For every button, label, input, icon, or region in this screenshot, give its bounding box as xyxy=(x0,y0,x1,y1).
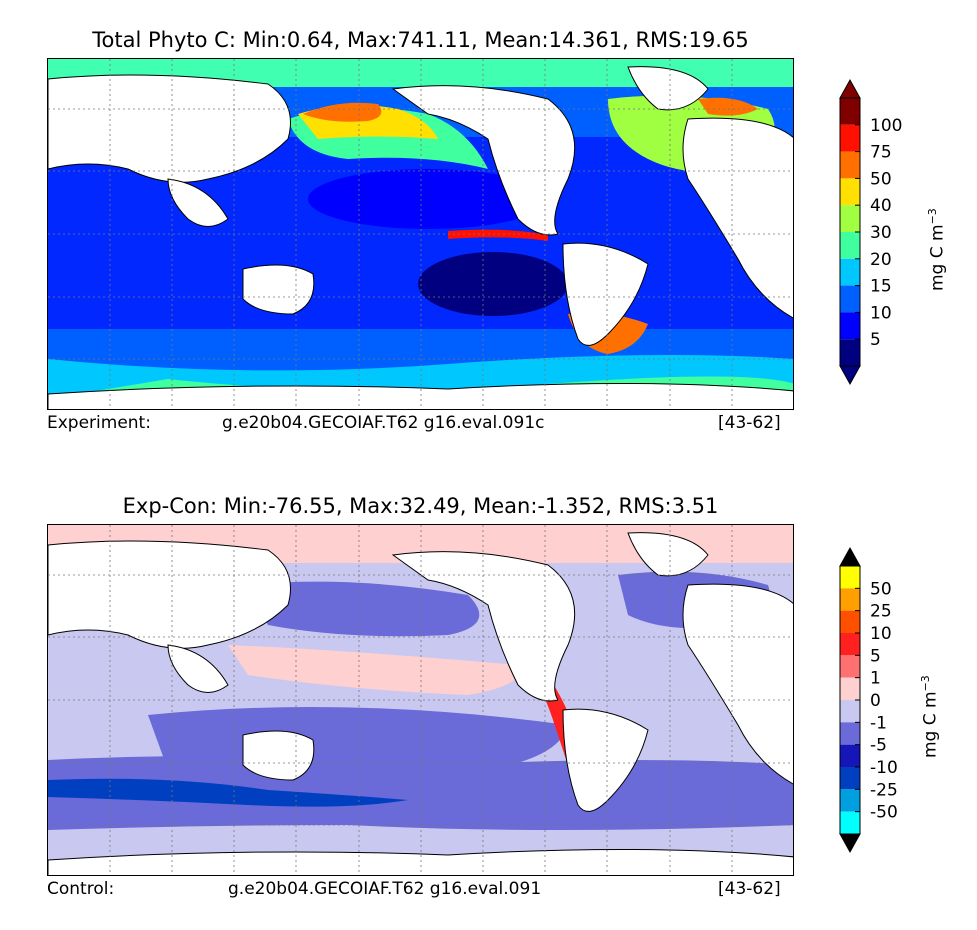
colorbar1-tick-label: 75 xyxy=(870,143,892,163)
colorbar2-tick-label: 25 xyxy=(870,602,892,622)
panel2-map xyxy=(47,524,794,876)
colorbar2-tick-label: -1 xyxy=(870,713,887,733)
colorbar2-tick-label: 0 xyxy=(870,691,881,711)
p1-natl-orange xyxy=(698,97,758,116)
colorbar1-tick-label: 40 xyxy=(870,196,892,216)
colorbar2-tick-label: 1 xyxy=(870,669,881,689)
panel2-map-svg xyxy=(48,525,793,875)
colorbar2-segment xyxy=(840,767,860,790)
p2-land-asia xyxy=(48,540,291,649)
colorbar2-tick-label: 10 xyxy=(870,624,892,644)
p2-land-australia xyxy=(242,730,315,781)
panel2-title: Exp-Con: Min:-76.55, Max:32.49, Mean:-1.… xyxy=(122,494,719,518)
panel1-colorbar-label: mg C m−3 xyxy=(926,208,948,291)
colorbar1-tick-label: 15 xyxy=(870,277,892,297)
p2-land-antarctica xyxy=(48,848,793,875)
colorbar2-tick-label: -25 xyxy=(870,780,898,800)
panel1-footer-center: g.e20b04.GECOIAF.T62 g16.eval.091c xyxy=(222,413,545,433)
colorbar1-tick-label: 20 xyxy=(870,250,892,270)
p2-eq-pink xyxy=(228,645,520,695)
p2-so-dark xyxy=(48,778,408,807)
colorbar2-segment xyxy=(840,700,860,723)
panel1-map xyxy=(47,58,794,410)
p2-land-north-america xyxy=(391,551,576,702)
p1-gyre xyxy=(418,252,568,316)
colorbar2-extend-min xyxy=(839,833,861,854)
colorbar2-extend-max xyxy=(839,546,861,567)
p1-graticule xyxy=(48,59,793,409)
colorbar2-segment xyxy=(840,633,860,656)
colorbar2-tick-label: -10 xyxy=(870,758,898,778)
p2-land-south-america xyxy=(562,708,649,812)
p2-npac-blue xyxy=(248,581,480,637)
colorbar1-segment xyxy=(840,205,860,232)
colorbar2-segment xyxy=(840,789,860,812)
p2-land-africa-europe xyxy=(682,583,793,785)
colorbar1-segment xyxy=(840,178,860,206)
p2-land-indochina xyxy=(167,644,229,693)
colorbar2-tick-label: 50 xyxy=(870,579,892,599)
colorbar1-tick-label: 30 xyxy=(870,223,892,243)
p1-npac-orange xyxy=(303,102,382,122)
colorbar2-tick-label: 5 xyxy=(870,646,881,666)
colorbar1-extend-max xyxy=(839,78,861,99)
p1-land-south-america xyxy=(562,242,649,346)
p2-land-greenland xyxy=(627,532,709,577)
p2-graticule xyxy=(48,525,793,875)
p1-eq-upwelling xyxy=(448,229,548,241)
p1-land-australia xyxy=(242,264,315,315)
colorbar2-segment xyxy=(840,566,860,589)
colorbar1-segment xyxy=(840,312,860,340)
colorbar1-segment xyxy=(840,285,860,313)
colorbar1-segment xyxy=(840,232,860,259)
panel2-footer-right: [43-62] xyxy=(718,879,781,899)
colorbar1-segment xyxy=(840,98,860,125)
colorbar2-segment xyxy=(840,722,860,745)
p1-gyre-n xyxy=(308,169,548,229)
p1-land-greenland xyxy=(627,66,709,111)
colorbar1-tick-label: 50 xyxy=(870,169,892,189)
colorbar2-tick-label: -50 xyxy=(870,803,898,823)
colorbar2-segment xyxy=(840,811,860,834)
panel1-colorbar: 5 10 15 20 30 40 50 75 100 xyxy=(839,78,902,386)
colorbar1-segment xyxy=(840,258,860,286)
colorbar2-tick-label: -5 xyxy=(870,736,887,756)
colorbar1-extend-min xyxy=(839,365,861,386)
panel1-footer-right: [43-62] xyxy=(718,413,781,433)
panel2-footer-center: g.e20b04.GECOIAF.T62 g16.eval.091 xyxy=(228,879,542,899)
colorbar1-segment xyxy=(840,339,860,366)
colorbar1-tick-label: 10 xyxy=(870,303,892,323)
colorbar2-segment xyxy=(840,588,860,611)
panel2-footer-left: Control: xyxy=(47,879,115,899)
colorbar1-segment xyxy=(840,124,860,152)
p1-land-indochina xyxy=(167,178,229,227)
colorbar2-segment xyxy=(840,655,860,678)
panel1-title: Total Phyto C: Min:0.64, Max:741.11, Mea… xyxy=(92,28,749,52)
p1-land-asia xyxy=(48,74,291,183)
panel2-colorbar-label: mg C m−3 xyxy=(919,675,941,758)
p1-land-africa-europe xyxy=(682,117,793,319)
colorbar1-tick-label: 100 xyxy=(870,116,902,136)
colorbar2-segment xyxy=(840,744,860,767)
colorbar2-segment xyxy=(840,610,860,633)
p1-land-north-america xyxy=(391,85,576,236)
panel1-map-svg xyxy=(48,59,793,409)
colorbar1-segment xyxy=(840,151,860,179)
colorbar2-segment xyxy=(840,677,860,700)
colorbar1-tick-label: 5 xyxy=(870,330,881,350)
panel1-footer-left: Experiment: xyxy=(47,413,151,433)
